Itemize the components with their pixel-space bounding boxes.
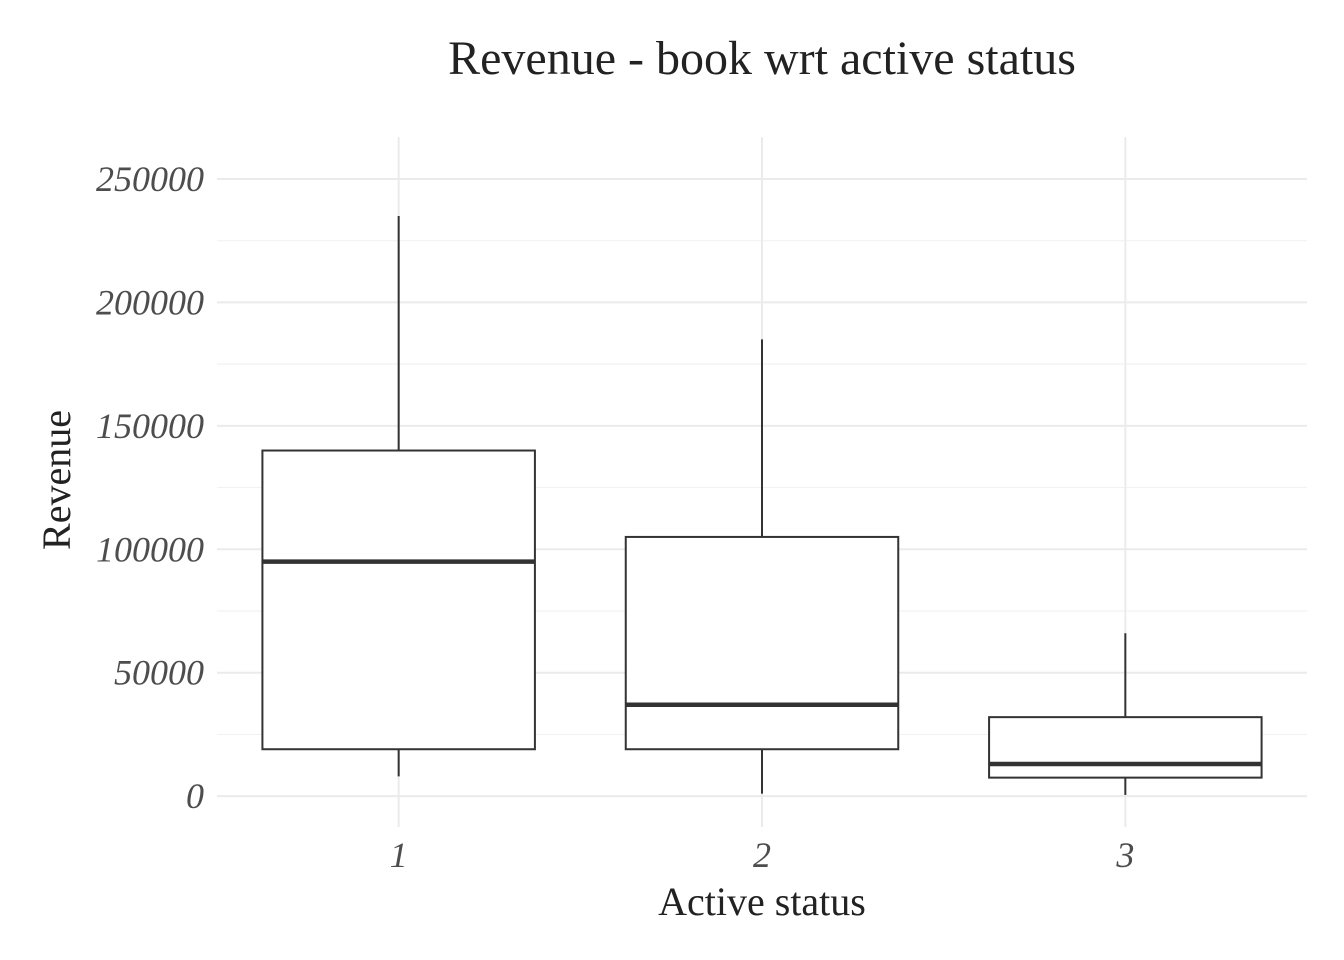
y-tick-label: 50000 [114,653,204,693]
iqr-box [988,716,1263,779]
x-tick-label: 2 [753,835,771,875]
boxes [261,215,1263,795]
iqr-box [261,449,536,751]
chart-title: Revenue - book wrt active status [448,32,1076,85]
iqr-box [624,535,900,751]
y-tick-label: 200000 [96,282,204,322]
box-3 [988,633,1263,795]
y-tick-label: 0 [186,776,204,816]
y-axis-title: Revenue [34,410,79,550]
x-tick-label: 1 [390,835,408,875]
y-tick-label: 100000 [96,529,204,569]
y-tick-label: 250000 [96,159,204,199]
box-1 [261,215,536,777]
y-axis-ticks: 0 50000 100000 150000 200000 250000 [96,159,204,816]
x-tick-label: 3 [1115,835,1134,875]
box-2 [624,339,900,794]
x-axis-title: Active status [658,879,866,924]
y-tick-label: 150000 [96,406,204,446]
x-axis-ticks: 1 2 3 [390,835,1135,875]
